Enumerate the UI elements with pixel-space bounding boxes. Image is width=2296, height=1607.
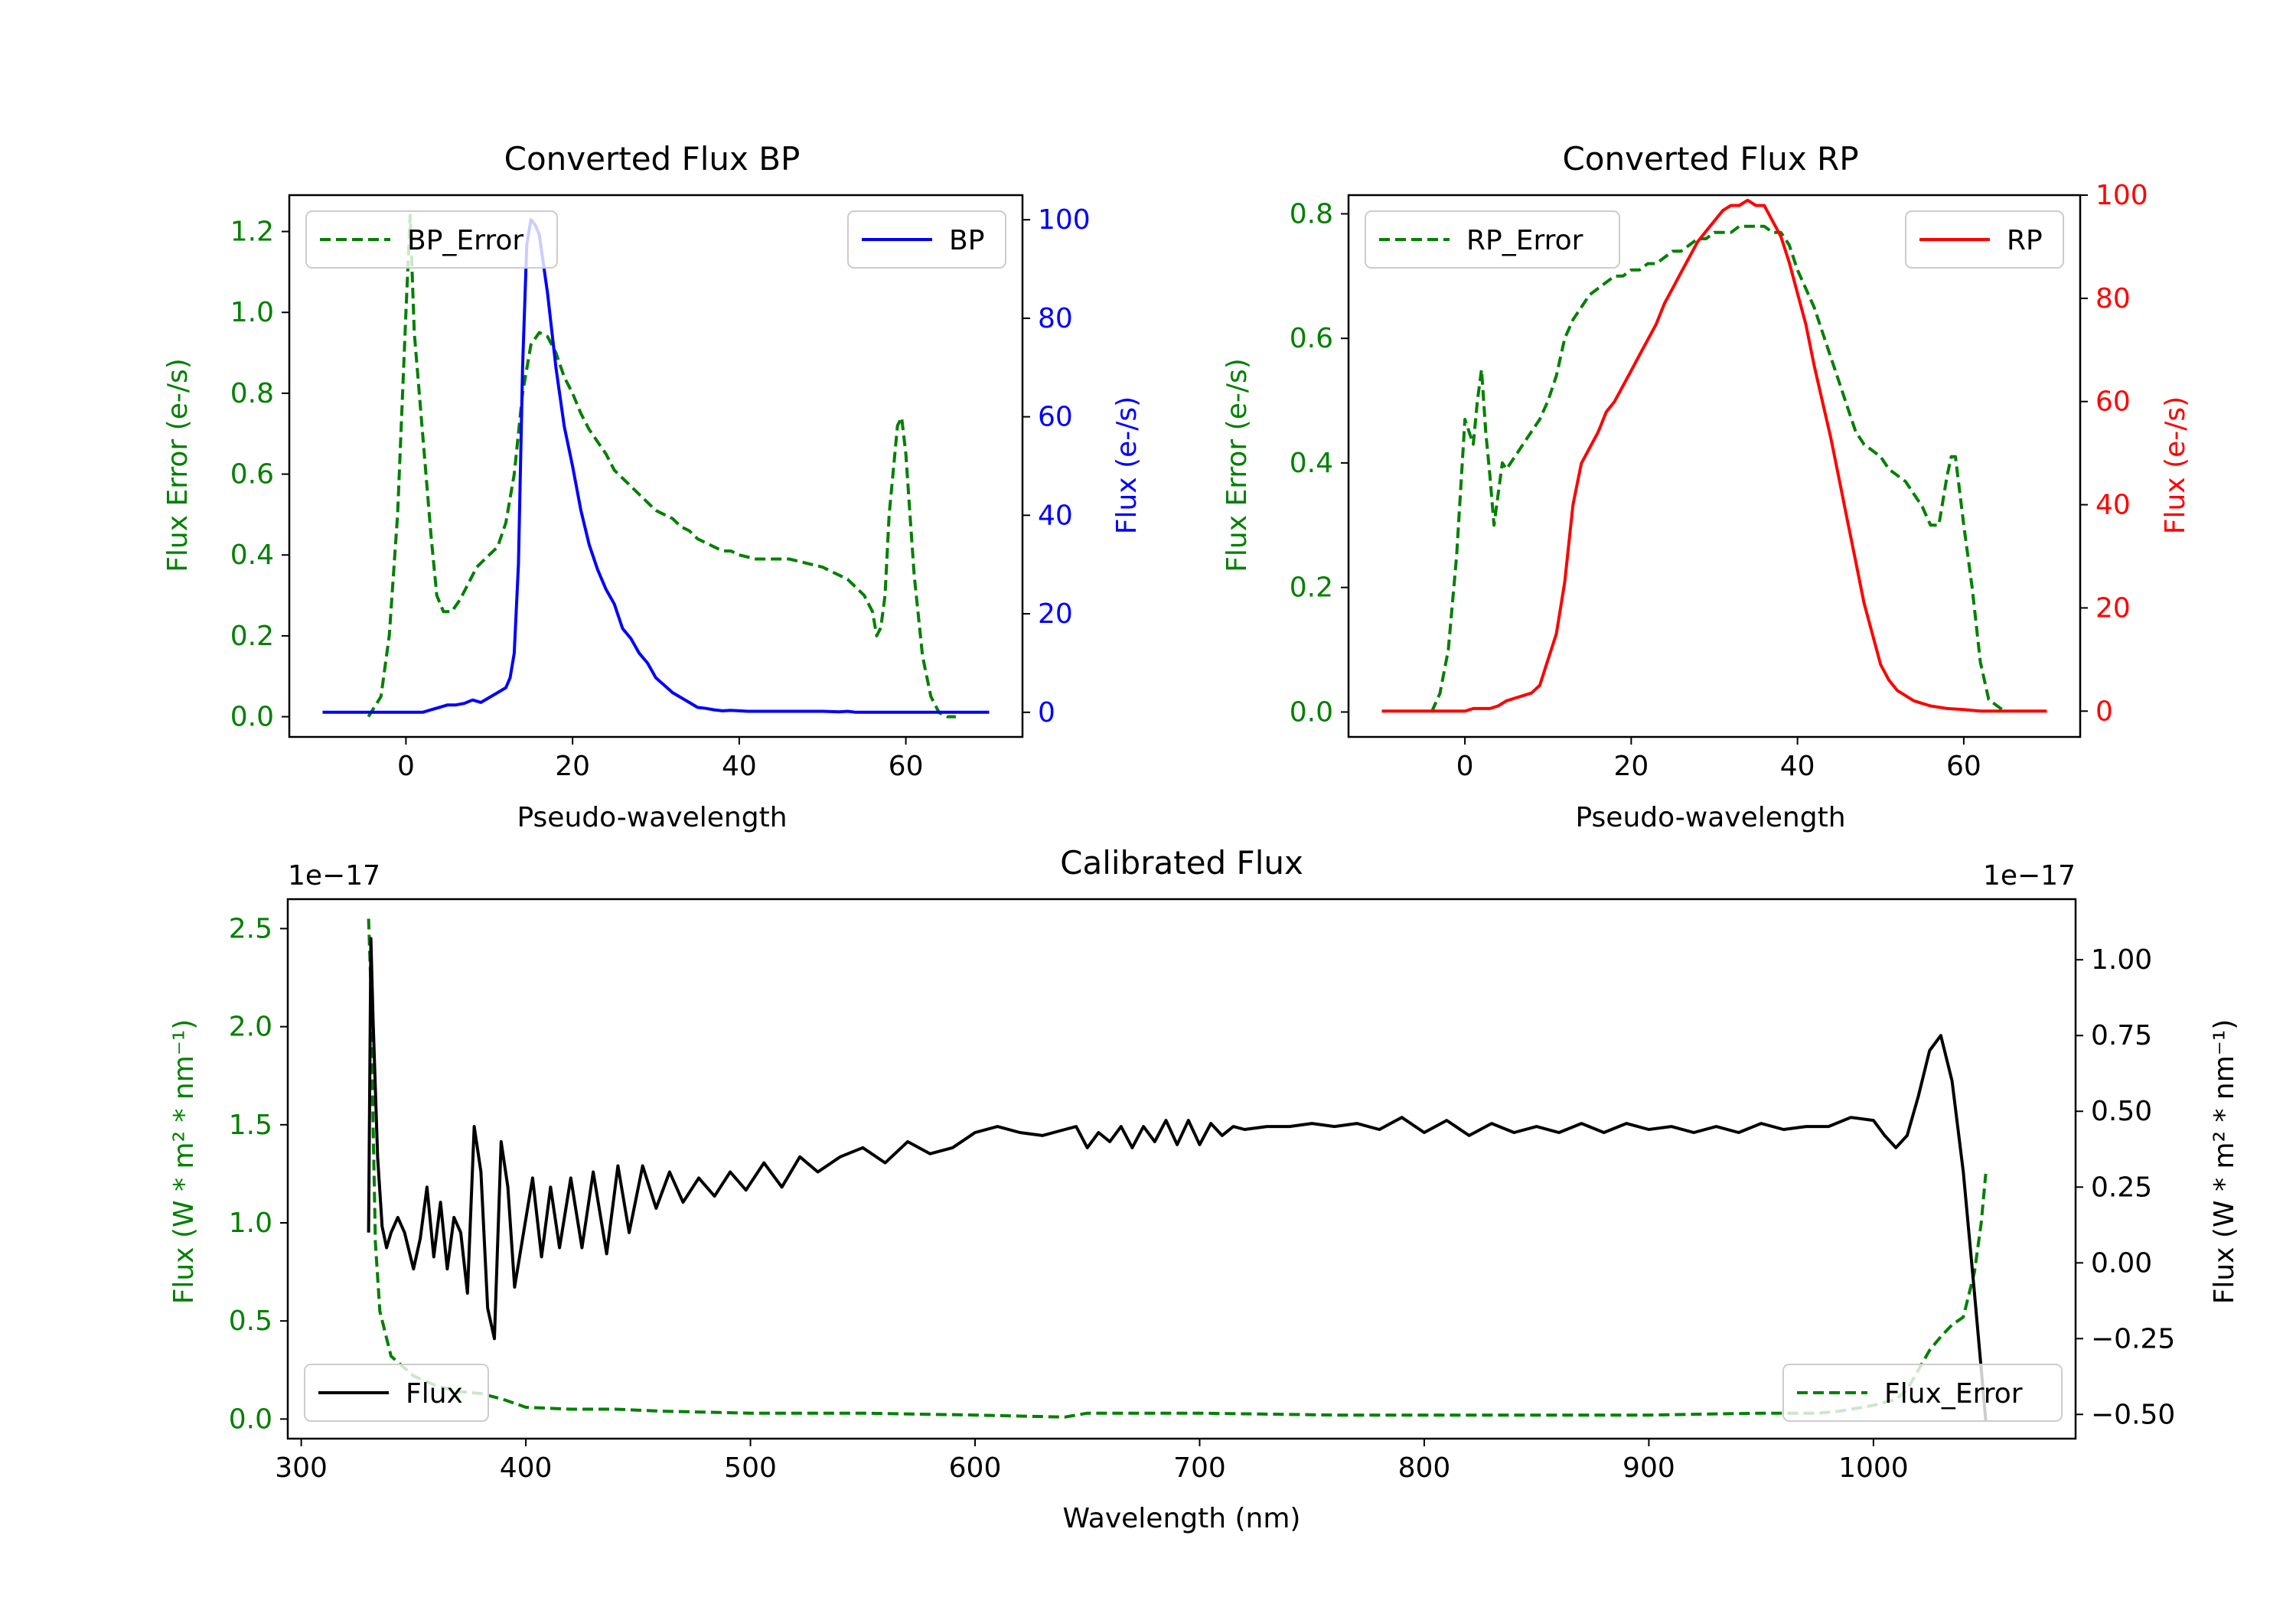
bp-ytick-left-label: 0.2 [230, 621, 274, 652]
bp-ytick-left-label: 0.8 [230, 378, 274, 409]
cal-ytick-right-label: 1.00 [2091, 944, 2152, 976]
cal-xtick-label: 600 [949, 1452, 1002, 1484]
cal-legend-error: Flux_Error [1782, 1364, 2063, 1422]
rp-ytick-right-label: 100 [2095, 180, 2148, 211]
bp-ytick-left-label: 0.0 [230, 702, 274, 733]
rp-xtick-label: 40 [1780, 751, 1815, 782]
rp-ylabel-left: Flux Error (e-/s) [1221, 358, 1253, 572]
bp-xtick-label: 60 [889, 751, 924, 782]
rp-series-rp [1381, 198, 2047, 713]
cal-offset-right: 1e−17 [1983, 860, 2076, 892]
cal-ytick-right-label: −0.25 [2091, 1323, 2175, 1354]
rp-axes-frame [1347, 194, 2082, 738]
cal-xtick-label: 300 [275, 1452, 328, 1484]
cal-xtick-label: 400 [500, 1452, 553, 1484]
rp-xtick-label: 20 [1613, 751, 1649, 782]
rp-ytick-left-label: 0.6 [1290, 323, 1333, 354]
cal-ytick-right-label: 0.50 [2091, 1096, 2152, 1127]
rp-ytick-left-label: 0.8 [1290, 198, 1333, 230]
cal-ytick-right-label: −0.50 [2091, 1399, 2175, 1430]
rp-panel: Converted Flux RP Pseudo-wavelength Flux… [1221, 140, 2191, 833]
calibrated-panel: Calibrated Flux Wavelength (nm) Flux (W … [168, 844, 2240, 1534]
rp-ytick-right-label: 60 [2095, 386, 2131, 418]
bp-legend-error-label: BP_Error [407, 225, 523, 256]
rp-ytick-left-label: 0.4 [1290, 448, 1333, 479]
cal-xlabel: Wavelength (nm) [1063, 1503, 1301, 1534]
rp-title: Converted Flux RP [1562, 140, 1858, 178]
cal-series-flux-error [367, 918, 1988, 1419]
bp-ytick-left-label: 1.0 [230, 297, 274, 328]
bp-axes-frame [288, 194, 1024, 738]
rp-legend-error-box [1365, 210, 1620, 269]
rp-ytick-right-label: 40 [2095, 490, 2131, 521]
cal-xtick-label: 700 [1173, 1452, 1226, 1484]
bp-xtick-label: 40 [722, 751, 757, 782]
cal-legend-error-label: Flux_Error [1884, 1378, 2023, 1410]
bp-xtick-label: 0 [397, 751, 415, 782]
bp-ytick-left-label: 1.2 [230, 217, 274, 248]
rp-ylabel-right: Flux (e-/s) [2160, 396, 2191, 534]
bp-ytick-right-label: 20 [1038, 598, 1073, 630]
rp-ytick-left-label: 0.0 [1290, 696, 1333, 728]
bp-ytick-right-label: 80 [1038, 303, 1073, 334]
bp-xtick-label: 20 [555, 751, 590, 782]
cal-legend-flux: Flux [304, 1364, 489, 1422]
rp-xtick-label: 60 [1946, 751, 1981, 782]
cal-series-flux [367, 937, 1988, 1421]
cal-offset-left: 1e−17 [288, 860, 380, 892]
cal-legend-flux-label: Flux [406, 1378, 463, 1410]
bp-series-bp-error [367, 214, 956, 719]
cal-axes-frame [286, 898, 2077, 1440]
cal-xtick-label: 500 [724, 1452, 777, 1484]
cal-ytick-left-label: 1.0 [229, 1208, 272, 1239]
cal-ylabel-left: Flux (W * m² * nm⁻¹) [168, 1019, 200, 1305]
bp-ytick-right-label: 100 [1038, 204, 1091, 236]
bp-panel: Converted Flux BP Pseudo-wavelength Flux… [162, 140, 1143, 833]
rp-xlabel: Pseudo-wavelength [1575, 802, 1845, 833]
cal-xtick-label: 1000 [1838, 1452, 1909, 1484]
bp-ytick-right-label: 0 [1038, 697, 1055, 729]
cal-ytick-left-label: 2.0 [229, 1012, 272, 1043]
rp-legend-error-label: RP_Error [1466, 225, 1583, 256]
bp-xlabel: Pseudo-wavelength [517, 802, 787, 833]
cal-ytick-right-label: 0.00 [2091, 1247, 2152, 1279]
cal-xtick-label: 900 [1623, 1452, 1675, 1484]
rp-legend-flux-label: RP [2007, 225, 2043, 256]
cal-xtick-label: 800 [1398, 1452, 1451, 1484]
cal-legend-flux-box [304, 1364, 489, 1422]
bp-ylabel-right: Flux (e-/s) [1111, 396, 1143, 534]
rp-ytick-right-label: 20 [2095, 592, 2131, 624]
cal-ytick-left-label: 2.5 [229, 913, 272, 944]
bp-legend-flux: BP [847, 210, 1006, 269]
bp-ytick-left-label: 0.6 [230, 459, 274, 491]
cal-ytick-right-label: 0.25 [2091, 1172, 2152, 1203]
bp-legend-error-box [305, 210, 558, 269]
bp-legend-error: BP_Error [305, 210, 558, 269]
cal-title: Calibrated Flux [1060, 844, 1303, 882]
cal-ytick-left-label: 0.0 [229, 1403, 272, 1435]
cal-ylabel-right: Flux (W * m² * nm⁻¹) [2209, 1019, 2240, 1305]
cal-legend-error-box [1782, 1364, 2063, 1422]
bp-title: Converted Flux BP [504, 140, 801, 178]
bp-legend-flux-label: BP [949, 225, 984, 256]
cal-ytick-right-label: 0.75 [2091, 1020, 2152, 1051]
bp-ytick-right-label: 60 [1038, 402, 1073, 433]
rp-legend-error: RP_Error [1365, 210, 1620, 269]
bp-ytick-left-label: 0.4 [230, 539, 274, 571]
bp-ytick-right-label: 40 [1038, 500, 1073, 531]
bp-ylabel-left: Flux Error (e-/s) [162, 358, 194, 572]
cal-ytick-left-label: 1.5 [229, 1110, 272, 1141]
bp-series-bp [322, 218, 990, 714]
rp-legend-flux: RP [1905, 210, 2064, 269]
rp-ytick-right-label: 80 [2095, 283, 2131, 315]
rp-ytick-left-label: 0.2 [1290, 572, 1333, 604]
rp-xtick-label: 0 [1456, 751, 1474, 782]
cal-ytick-left-label: 0.5 [229, 1305, 272, 1337]
rp-ytick-right-label: 0 [2095, 696, 2113, 727]
